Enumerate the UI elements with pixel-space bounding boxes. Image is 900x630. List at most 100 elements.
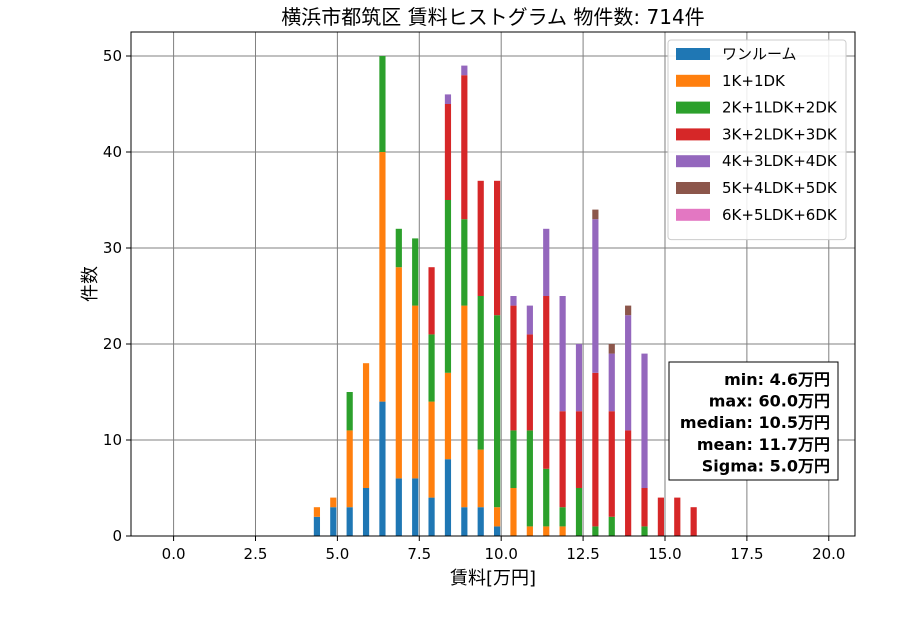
bar-series-3 bbox=[543, 296, 550, 469]
y-tick-label: 40 bbox=[103, 143, 122, 161]
legend-label: 1K+1DK bbox=[722, 72, 786, 90]
bar-series-0 bbox=[379, 401, 386, 536]
bar-series-1 bbox=[510, 488, 517, 536]
plot-frame bbox=[130, 31, 856, 537]
bar-series-4 bbox=[608, 353, 615, 412]
bar-series-5 bbox=[625, 305, 632, 316]
legend-swatch bbox=[676, 48, 710, 60]
legend-swatch bbox=[676, 128, 710, 141]
bar-series-1 bbox=[543, 526, 550, 536]
bar-series-1 bbox=[412, 305, 419, 479]
legend-swatch bbox=[676, 155, 710, 168]
bars bbox=[313, 56, 697, 536]
stats-frame bbox=[668, 361, 839, 481]
bar-series-0 bbox=[330, 507, 337, 536]
bar-series-5 bbox=[608, 344, 615, 354]
bar-series-4 bbox=[559, 296, 566, 412]
bar-series-0 bbox=[428, 497, 435, 536]
legend-label: 5K+4LDK+5DK bbox=[722, 179, 838, 197]
bar-series-4 bbox=[543, 228, 550, 296]
bar-series-2 bbox=[346, 392, 353, 431]
bar-series-1 bbox=[313, 507, 321, 517]
bar-series-4 bbox=[461, 65, 468, 76]
bar-series-1 bbox=[461, 305, 468, 508]
bar-series-4 bbox=[510, 296, 517, 306]
bar-series-1 bbox=[559, 526, 566, 536]
bar-series-3 bbox=[641, 488, 648, 527]
bar-series-3 bbox=[608, 411, 615, 517]
legend-swatch bbox=[676, 208, 710, 221]
bar-series-3 bbox=[657, 497, 664, 536]
stats-line: min: 4.6万円 bbox=[724, 370, 830, 389]
x-tick-label: 5.0 bbox=[325, 545, 349, 563]
bar-series-0 bbox=[494, 526, 501, 536]
bar-series-2 bbox=[575, 488, 583, 536]
y-tick-label: 0 bbox=[112, 527, 122, 545]
bar-series-3 bbox=[526, 334, 533, 431]
chart-title: 横浜市都筑区 賃料ヒストグラム 物件数: 714件 bbox=[281, 5, 704, 29]
y-tick-label: 20 bbox=[103, 335, 122, 353]
x-tick-label: 0.0 bbox=[162, 545, 186, 563]
bar-series-3 bbox=[461, 75, 468, 220]
bar-series-1 bbox=[330, 497, 337, 508]
bar-series-1 bbox=[526, 526, 533, 536]
bar-series-1 bbox=[362, 363, 370, 488]
legend-swatch bbox=[676, 182, 710, 194]
bar-series-0 bbox=[444, 459, 452, 536]
bar-series-2 bbox=[461, 219, 468, 306]
bar-series-3 bbox=[559, 411, 566, 508]
bar-series-2 bbox=[592, 526, 599, 536]
x-tick-label: 20.0 bbox=[812, 545, 845, 563]
stats-line: median: 10.5万円 bbox=[680, 413, 830, 432]
bar-series-1 bbox=[379, 152, 386, 402]
bar-series-3 bbox=[428, 267, 435, 335]
bar-series-0 bbox=[313, 516, 321, 536]
bar-series-2 bbox=[526, 430, 533, 527]
x-tick-label: 7.5 bbox=[407, 545, 431, 563]
bar-series-0 bbox=[412, 478, 419, 536]
stats-line: Sigma: 5.0万円 bbox=[702, 456, 830, 475]
x-tick-label: 12.5 bbox=[566, 545, 599, 563]
bar-series-0 bbox=[477, 507, 484, 536]
legend-frame bbox=[667, 39, 847, 241]
bar-series-0 bbox=[461, 507, 468, 536]
stats-box: min: 4.6万円 max: 60.0万円 median: 10.5万円 mean:… bbox=[668, 361, 839, 481]
x-tick-label: 10.0 bbox=[484, 545, 517, 563]
x-tick-label: 15.0 bbox=[648, 545, 681, 563]
legend-label: 4K+3LDK+4DK bbox=[722, 152, 838, 170]
bar-series-4 bbox=[526, 305, 533, 335]
bar-series-1 bbox=[477, 449, 484, 508]
bar-series-3 bbox=[510, 305, 517, 431]
legend-label: ワンルーム bbox=[722, 45, 797, 63]
bar-series-4 bbox=[575, 344, 583, 412]
y-axis-title: 件数 bbox=[80, 266, 101, 302]
bar-series-4 bbox=[641, 353, 648, 488]
x-tick-label: 17.5 bbox=[730, 545, 763, 563]
legend-label: 3K+2LDK+3DK bbox=[722, 125, 838, 143]
bar-series-1 bbox=[428, 401, 435, 498]
y-tick-label: 30 bbox=[103, 239, 122, 257]
bar-series-1 bbox=[444, 372, 452, 460]
bar-series-2 bbox=[395, 228, 402, 268]
stats-line: mean: 11.7万円 bbox=[697, 435, 830, 454]
bar-series-3 bbox=[690, 507, 697, 536]
bar-series-3 bbox=[444, 104, 452, 200]
bar-series-2 bbox=[641, 526, 648, 536]
axis-ticks: 0.0 2.5 5.0 7.5 10.0 12.5 15.0 17.5 20.0 0 10 20 30 4… bbox=[103, 47, 846, 563]
x-tick-label: 2.5 bbox=[244, 545, 268, 563]
y-tick-label: 10 bbox=[103, 431, 122, 449]
bar-series-3 bbox=[592, 372, 599, 527]
bar-series-0 bbox=[395, 478, 402, 536]
x-axis-title: 賃料[万円] bbox=[450, 568, 536, 589]
bar-series-2 bbox=[379, 56, 386, 152]
legend-label: 6K+5LDK+6DK bbox=[722, 206, 838, 224]
legend-label: 2K+1LDK+2DK bbox=[722, 99, 838, 117]
bar-series-2 bbox=[608, 516, 615, 536]
bar-series-2 bbox=[559, 507, 566, 527]
bar-series-5 bbox=[592, 209, 599, 220]
bar-series-2 bbox=[412, 238, 419, 306]
bar-series-2 bbox=[444, 200, 452, 373]
bar-series-1 bbox=[494, 507, 501, 527]
bar-series-4 bbox=[592, 219, 599, 373]
